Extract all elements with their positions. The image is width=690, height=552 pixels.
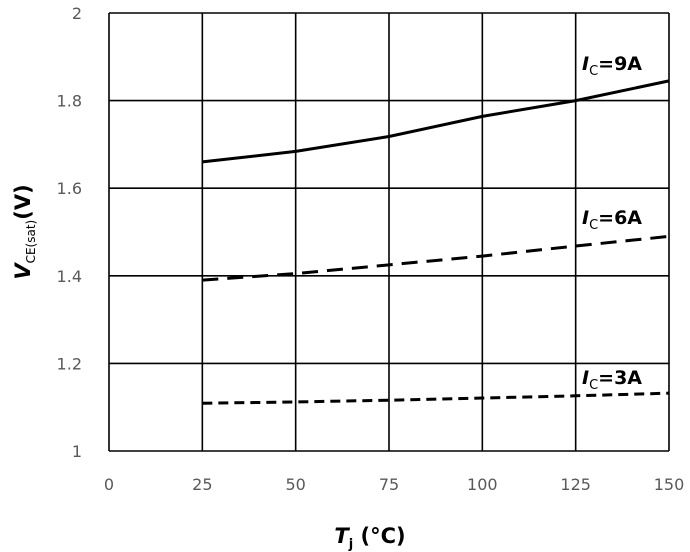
y-tick-label: 1.4 — [57, 267, 82, 286]
y-tick-label: 1.8 — [57, 92, 82, 111]
x-tick-label: 50 — [285, 475, 305, 494]
series-label: IC=6A — [582, 207, 642, 233]
y-tick-label: 1.2 — [57, 354, 82, 373]
series-label: IC=3A — [582, 367, 642, 393]
x-tick-label: 75 — [379, 475, 399, 494]
series-line-ic-3a — [202, 391, 670, 405]
x-tick-label: 25 — [192, 475, 212, 494]
y-axis-ticks: 1 1.2 1.4 1.6 1.8 2 — [57, 4, 82, 461]
x-tick-label: 150 — [654, 475, 685, 494]
series-labels: IC=9A IC=6A IC=3A — [582, 53, 642, 393]
series-label: IC=9A — [582, 53, 642, 79]
x-tick-label: 100 — [467, 475, 498, 494]
series-line-ic-6a — [202, 234, 670, 282]
grid — [108, 12, 670, 452]
x-tick-label: 125 — [560, 475, 591, 494]
series-line-ic-9a — [202, 79, 670, 164]
x-tick-label: 0 — [104, 475, 114, 494]
x-axis-ticks: 0 25 50 75 100 125 150 — [104, 475, 684, 494]
x-axis-label: Tj (°C) — [334, 524, 405, 552]
y-tick-label: 2 — [72, 4, 82, 23]
series-lines — [202, 79, 670, 405]
y-tick-label: 1.6 — [57, 179, 82, 198]
y-axis-label: VCE(sat)(V) — [11, 184, 38, 279]
y-tick-label: 1 — [72, 442, 82, 461]
